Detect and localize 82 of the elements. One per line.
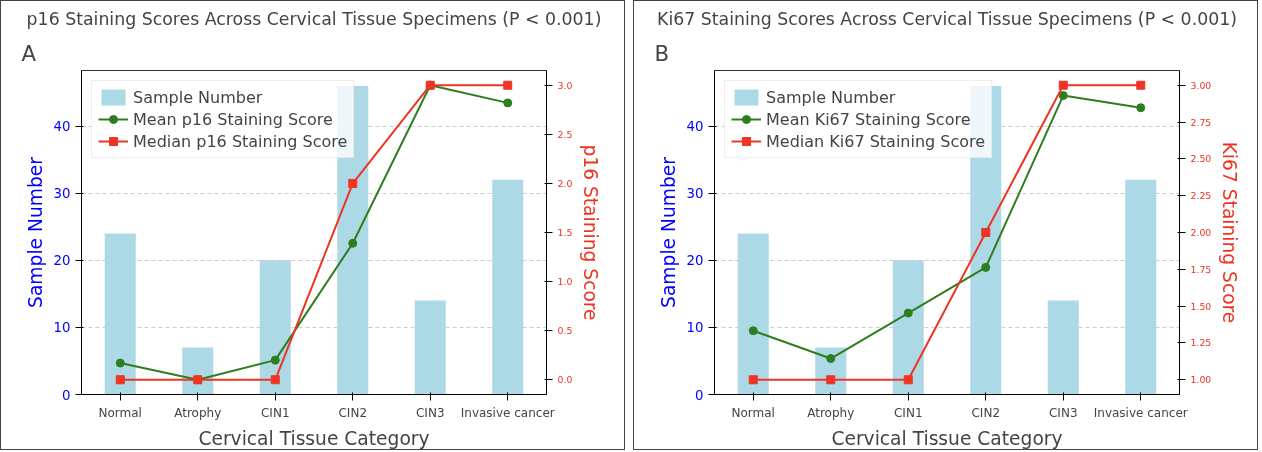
point: [1136, 103, 1146, 113]
y-tick-label: 0: [695, 387, 704, 403]
point: [981, 228, 991, 237]
x-tick-label: CIN3: [415, 405, 445, 420]
bar: [104, 233, 136, 395]
y2-tick-label: 0.5: [557, 325, 573, 337]
x-tick-label: Invasive cancer: [1093, 405, 1188, 420]
y-tick-label: 20: [53, 253, 71, 269]
y2-tick-label: 2.75: [1190, 116, 1212, 128]
y2-tick-label: 2.25: [1190, 190, 1212, 202]
legend-label: Mean Ki67 Staining Score: [766, 109, 971, 129]
y2-tick-label: 2.0: [557, 177, 573, 189]
x-tick-label: CIN1: [893, 405, 923, 420]
bar: [414, 300, 446, 395]
y2-tick-label: 1.50: [1190, 300, 1212, 312]
y2-tick-label: 0.0: [557, 374, 573, 386]
y2-tick-label: 2.00: [1190, 227, 1212, 238]
bar: [892, 260, 924, 395]
point: [826, 375, 836, 385]
point: [1058, 91, 1068, 101]
chart-title: p16 Staining Scores Across Cervical Tissue Specimens (P < 0.001): [26, 8, 602, 29]
x-tick-label: CIN2: [338, 405, 368, 420]
point: [1136, 80, 1146, 90]
text: A: [21, 40, 37, 66]
y2-tick-label: 1.00: [1190, 374, 1212, 386]
legend-label: Median Ki67 Staining Score: [766, 131, 986, 151]
point: [903, 308, 913, 318]
point: [748, 326, 758, 336]
x-tick-label: Normal: [731, 405, 775, 420]
y-tick-label: 0: [62, 387, 71, 403]
legend-label: Sample Number: [766, 87, 896, 107]
y-tick-label: 10: [53, 320, 71, 336]
y2-tick-label: 3.0: [557, 79, 573, 91]
point: [270, 355, 280, 365]
point: [903, 375, 913, 385]
point: [826, 354, 836, 364]
y2-axis-title: p16 Staining Score: [580, 144, 602, 321]
point: [503, 80, 513, 90]
y-tick-label: 30: [53, 186, 71, 202]
y-tick-label: 30: [686, 186, 704, 202]
point: [748, 375, 758, 385]
y2-tick-label: 2.50: [1190, 153, 1212, 165]
point: [1058, 80, 1068, 90]
x-tick-label: Normal: [98, 405, 142, 420]
x-tick-label: Atrophy: [807, 405, 855, 420]
x-tick-label: Invasive cancer: [460, 405, 555, 420]
y2-axis-title: Ki67 Staining Score: [1219, 141, 1241, 324]
y2-tick-label: 3.00: [1190, 79, 1212, 91]
bar: [737, 233, 769, 395]
point: [503, 98, 513, 108]
point: [115, 375, 125, 385]
x-tick-label: CIN3: [1048, 405, 1078, 420]
bar: [1047, 300, 1079, 395]
x-tick-label: Atrophy: [174, 405, 222, 420]
chart-title: Ki67 Staining Scores Across Cervical Tissue Specimens (P < 0.001): [657, 8, 1237, 29]
y-axis-title: Sample Number: [24, 156, 46, 308]
point: [981, 262, 991, 272]
y-tick-label: 20: [686, 253, 704, 269]
legend-label: Sample Number: [133, 87, 263, 107]
y2-tick-label: 1.0: [557, 276, 573, 288]
y2-tick-label: 1.5: [557, 227, 573, 238]
bar: [1125, 179, 1157, 395]
y2-tick-label: 1.75: [1190, 263, 1212, 275]
point: [348, 238, 358, 248]
point: [115, 358, 125, 368]
y2-tick-label: 2.5: [557, 128, 573, 140]
point: [348, 178, 358, 188]
x-axis-title: Cervical Tissue Category: [831, 427, 1063, 449]
legend-label: Mean p16 Staining Score: [133, 109, 333, 129]
legend-label: Median p16 Staining Score: [133, 131, 348, 151]
y2-tick-label: 1.25: [1190, 337, 1212, 349]
y-tick-label: 10: [686, 320, 704, 336]
text: B: [654, 40, 670, 66]
y-tick-label: 40: [53, 119, 71, 135]
bar: [259, 260, 291, 395]
bar: [492, 179, 524, 395]
y-axis-title: Sample Number: [657, 156, 679, 308]
x-axis-title: Cervical Tissue Category: [198, 427, 430, 449]
x-tick-label: CIN2: [971, 405, 1001, 420]
x-tick-label: CIN1: [260, 405, 290, 420]
y-tick-label: 40: [686, 119, 704, 135]
point: [270, 375, 280, 385]
